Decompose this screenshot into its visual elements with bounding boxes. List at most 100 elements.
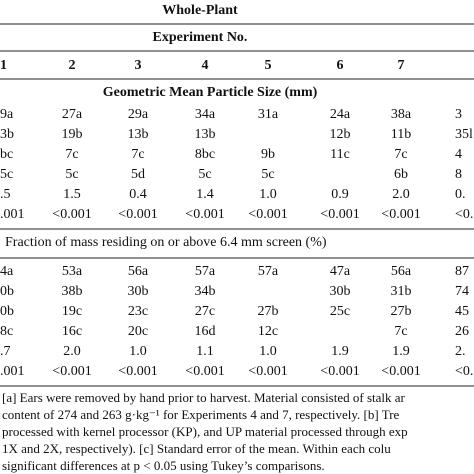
table-cell: 1.0 [259, 187, 277, 202]
table-cell: <0.001 [52, 207, 91, 222]
table-cell: 27a [62, 107, 83, 122]
column-header: 6 [337, 58, 344, 73]
table-cell: 56a [391, 264, 412, 279]
table-cell: 47a [330, 264, 351, 279]
table-cell: 24a [330, 107, 351, 122]
table-cell: 57a [258, 264, 279, 279]
table-cell: 0.4 [129, 187, 147, 202]
footnote: significant differences at p < 0.05 usin… [2, 458, 325, 473]
table-cell: 87 [455, 264, 469, 279]
table-cell: 5c [0, 167, 13, 182]
table-cell: 45 [455, 304, 469, 319]
table-cell: 8 [455, 167, 462, 182]
table-cell: 19b [62, 127, 83, 142]
table-cell: 7c [65, 147, 78, 162]
table-cell: 6b [394, 167, 408, 182]
table-cell: 27c [195, 304, 215, 319]
table-cell: 3 [455, 107, 462, 122]
table-cell: 1.1 [196, 344, 214, 359]
footnote: processed with kernel processor (KP), an… [2, 424, 408, 439]
table-title: Whole-Plant [162, 3, 238, 18]
table-cell: 27b [391, 304, 412, 319]
table-cell: 30b [330, 284, 351, 299]
footnote: 1X and 2X, respectively). [c] Standard e… [2, 441, 391, 456]
table-cell: 1.0 [259, 344, 277, 359]
table-cell: 13b [128, 127, 149, 142]
table-cell: <0.001 [320, 207, 359, 222]
table-cell: 8bc [195, 147, 215, 162]
table-cell: 9a [0, 107, 14, 122]
table-cell: <0.001 [381, 207, 420, 222]
table-cell: 0b [0, 284, 14, 299]
table-cell: 4 [455, 147, 462, 162]
column-header: 2 [69, 58, 76, 73]
table-cell: 16c [62, 324, 82, 339]
table-cell: 31a [258, 107, 279, 122]
column-header: 4 [202, 58, 209, 73]
table-cell: 34a [195, 107, 216, 122]
table-cell: 12c [258, 324, 278, 339]
table-cell: 3b [0, 127, 14, 142]
table-cell: 7c [131, 147, 144, 162]
table-cell: .001 [0, 364, 25, 379]
table-cell: 23c [128, 304, 148, 319]
table-cell: 11c [330, 147, 350, 162]
table-cell: 19c [62, 304, 82, 319]
table-cell: 5c [261, 167, 274, 182]
table-cell: 4a [0, 264, 14, 279]
table-cell: <0. [455, 207, 473, 222]
table-cell: 12b [330, 127, 351, 142]
table-cell: 29a [128, 107, 149, 122]
table-cell: 1.4 [196, 187, 214, 202]
column-header: 3 [135, 58, 142, 73]
table-cell: <0.001 [52, 364, 91, 379]
table-cell: .001 [0, 207, 25, 222]
table-cell: 34b [195, 284, 216, 299]
table-cell: <0.001 [248, 207, 287, 222]
table-cell: 35l [455, 127, 473, 142]
table-cell: 27b [258, 304, 279, 319]
table-cell: 5d [131, 167, 145, 182]
table-cell: <0.001 [118, 207, 157, 222]
table-cell: 8c [0, 324, 13, 339]
section-title: Geometric Mean Particle Size (mm) [103, 85, 318, 100]
column-header: 5 [265, 58, 272, 73]
table-cell: <0. [455, 364, 473, 379]
table-cell: 0.9 [331, 187, 349, 202]
table-cell: 7c [394, 324, 407, 339]
table-cell: bc [0, 147, 13, 162]
table-cell: 53a [62, 264, 83, 279]
table-cell: .5 [0, 187, 11, 202]
table-cell: 0b [0, 304, 14, 319]
table-cell: 1.9 [331, 344, 349, 359]
column-header: 7 [398, 58, 405, 73]
section-title: Fraction of mass residing on or above 6.… [5, 235, 327, 250]
table-cell: 56a [128, 264, 149, 279]
table-cell: <0.001 [320, 364, 359, 379]
table-cell: 2.0 [392, 187, 410, 202]
table-cell: 1.5 [63, 187, 81, 202]
table-cell: 16d [195, 324, 216, 339]
table-cell: <0.001 [185, 207, 224, 222]
table-cell: 11b [391, 127, 411, 142]
table-cell: 31b [391, 284, 412, 299]
column-header: 1 [0, 58, 7, 73]
table-cell: 2.0 [63, 344, 81, 359]
footnote: content of 274 and 263 g·kg⁻¹ for Experi… [2, 407, 400, 422]
table-cell: 20c [128, 324, 148, 339]
table-cell: 13b [195, 127, 216, 142]
table-cell: 5c [198, 167, 211, 182]
table-cell: 7c [394, 147, 407, 162]
table-cell: 25c [330, 304, 350, 319]
table-cell: 38a [391, 107, 412, 122]
table-cell: <0.001 [118, 364, 157, 379]
table-cell: 30b [128, 284, 149, 299]
table-cell: 74 [455, 284, 469, 299]
table-subtitle: Experiment No. [153, 30, 248, 45]
table-cell: 1.9 [392, 344, 410, 359]
table-cell: .7 [0, 344, 11, 359]
table-cell: 5c [65, 167, 78, 182]
table-cell: <0.001 [248, 364, 287, 379]
